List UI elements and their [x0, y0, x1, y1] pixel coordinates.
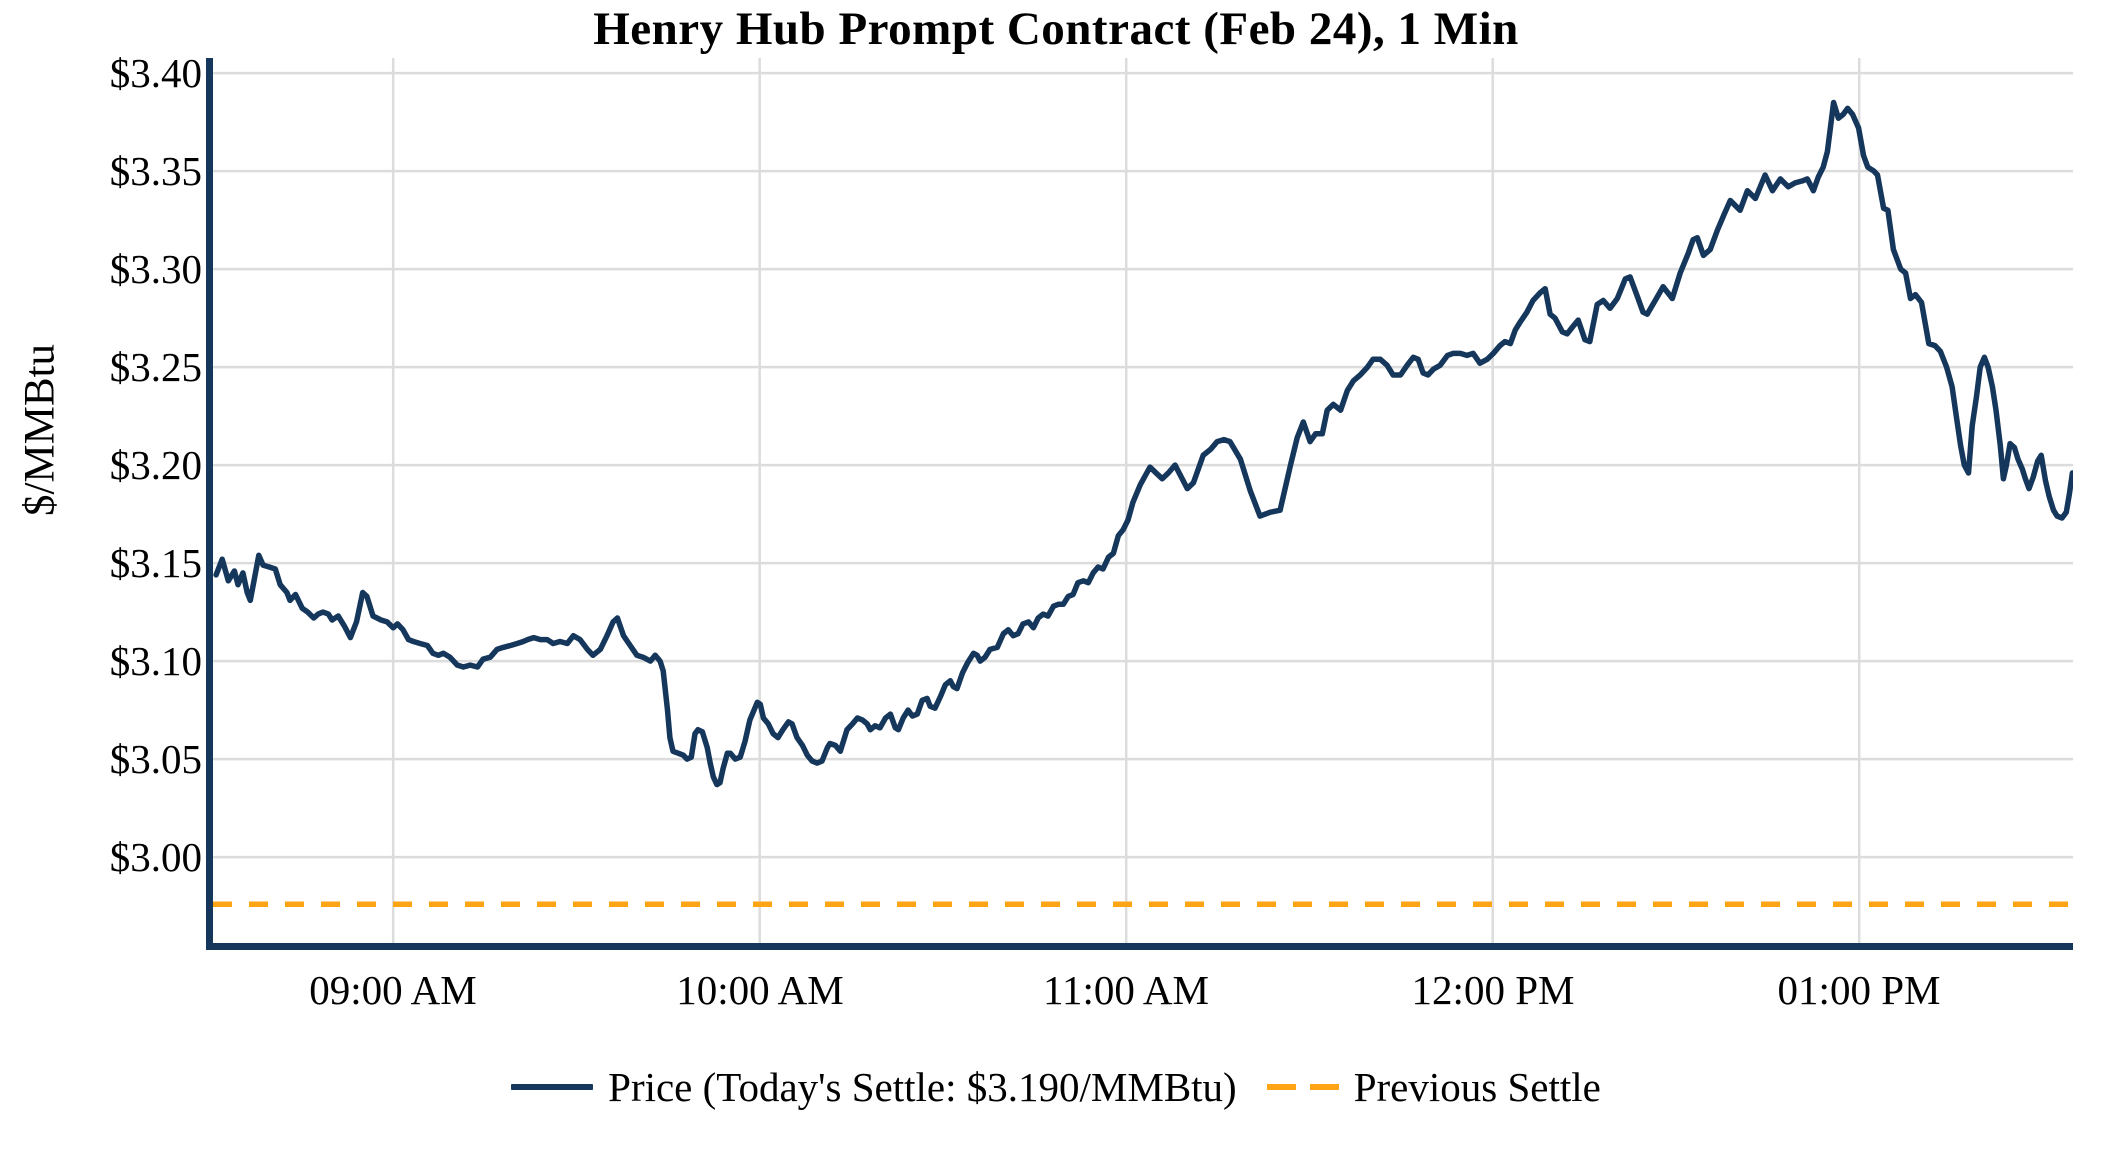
y-tick-label: $3.20: [109, 442, 202, 488]
legend-item-previous-settle: Previous Settle: [1266, 1058, 1601, 1116]
x-tick-label: 12:00 PM: [1411, 967, 1575, 1013]
chart-title: Henry Hub Prompt Contract (Feb 24), 1 Mi…: [593, 3, 1519, 55]
y-tick-label: $3.05: [109, 736, 202, 782]
legend: Price (Today's Settle: $3.190/MMBtu) Pre…: [0, 1058, 2112, 1116]
price-legend-label: Price (Today's Settle: $3.190/MMBtu): [608, 1064, 1237, 1110]
x-tick-label: 09:00 AM: [309, 967, 477, 1013]
y-tick-label: $3.30: [109, 246, 202, 292]
y-tick-label: $3.35: [109, 148, 202, 194]
legend-item-price: Price (Today's Settle: $3.190/MMBtu): [511, 1058, 1237, 1116]
y-tick-label: $3.40: [109, 50, 202, 96]
previous-settle-dash-swatch: [1266, 1084, 1339, 1090]
price-chart-canvas: [213, 58, 2073, 943]
x-tick-label: 01:00 PM: [1777, 967, 1941, 1013]
y-tick-label: $3.25: [109, 344, 202, 390]
x-tick-label: 11:00 AM: [1043, 967, 1209, 1013]
x-tick-label: 10:00 AM: [676, 967, 844, 1013]
y-tick-label: $3.00: [109, 834, 202, 880]
plot-area: [206, 58, 2073, 950]
price-line: [213, 99, 2073, 788]
y-tick-label: $3.15: [109, 540, 202, 586]
previous-settle-legend-label: Previous Settle: [1353, 1064, 1601, 1110]
y-tick-label: $3.10: [109, 638, 202, 684]
price-line-swatch: [511, 1084, 594, 1090]
